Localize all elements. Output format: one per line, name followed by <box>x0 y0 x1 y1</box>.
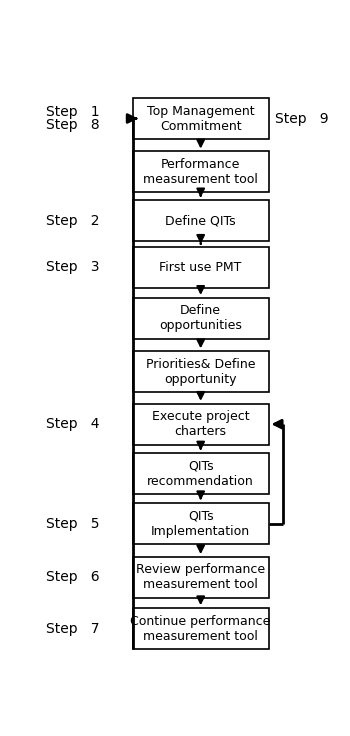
Text: Step   2: Step 2 <box>46 213 100 227</box>
Bar <box>133 453 268 495</box>
Bar <box>133 200 268 241</box>
Text: First use PMT: First use PMT <box>160 261 242 274</box>
Text: Step   9: Step 9 <box>275 112 329 126</box>
Bar <box>133 152 268 192</box>
Text: Top Management
Commitment: Top Management Commitment <box>147 105 254 132</box>
Text: Step   4: Step 4 <box>46 417 100 431</box>
Bar <box>133 608 268 649</box>
Text: Step   8: Step 8 <box>46 118 100 132</box>
Text: Step   6: Step 6 <box>46 570 100 584</box>
Bar <box>133 298 268 339</box>
Bar <box>133 351 268 392</box>
Text: Review performance
measurement tool: Review performance measurement tool <box>136 564 265 592</box>
Bar <box>133 557 268 598</box>
Text: QITs
Implementation: QITs Implementation <box>151 509 250 537</box>
Text: QITs
recommendation: QITs recommendation <box>147 460 254 488</box>
Text: Step   7: Step 7 <box>46 622 100 636</box>
Text: Define
opportunities: Define opportunities <box>159 304 242 332</box>
Text: Step   3: Step 3 <box>46 260 100 275</box>
Text: Continue performance
measurement tool: Continue performance measurement tool <box>131 615 271 643</box>
Bar <box>133 404 268 445</box>
Text: Execute project
charters: Execute project charters <box>152 410 250 438</box>
Text: Performance
measurement tool: Performance measurement tool <box>143 158 258 186</box>
Text: Step   5: Step 5 <box>46 517 100 531</box>
Bar <box>133 98 268 139</box>
Text: Priorities& Define
opportunity: Priorities& Define opportunity <box>146 358 256 386</box>
Text: Define QITs: Define QITs <box>165 214 236 227</box>
Text: Step   1: Step 1 <box>46 105 100 118</box>
Bar <box>133 503 268 544</box>
Bar <box>133 247 268 288</box>
